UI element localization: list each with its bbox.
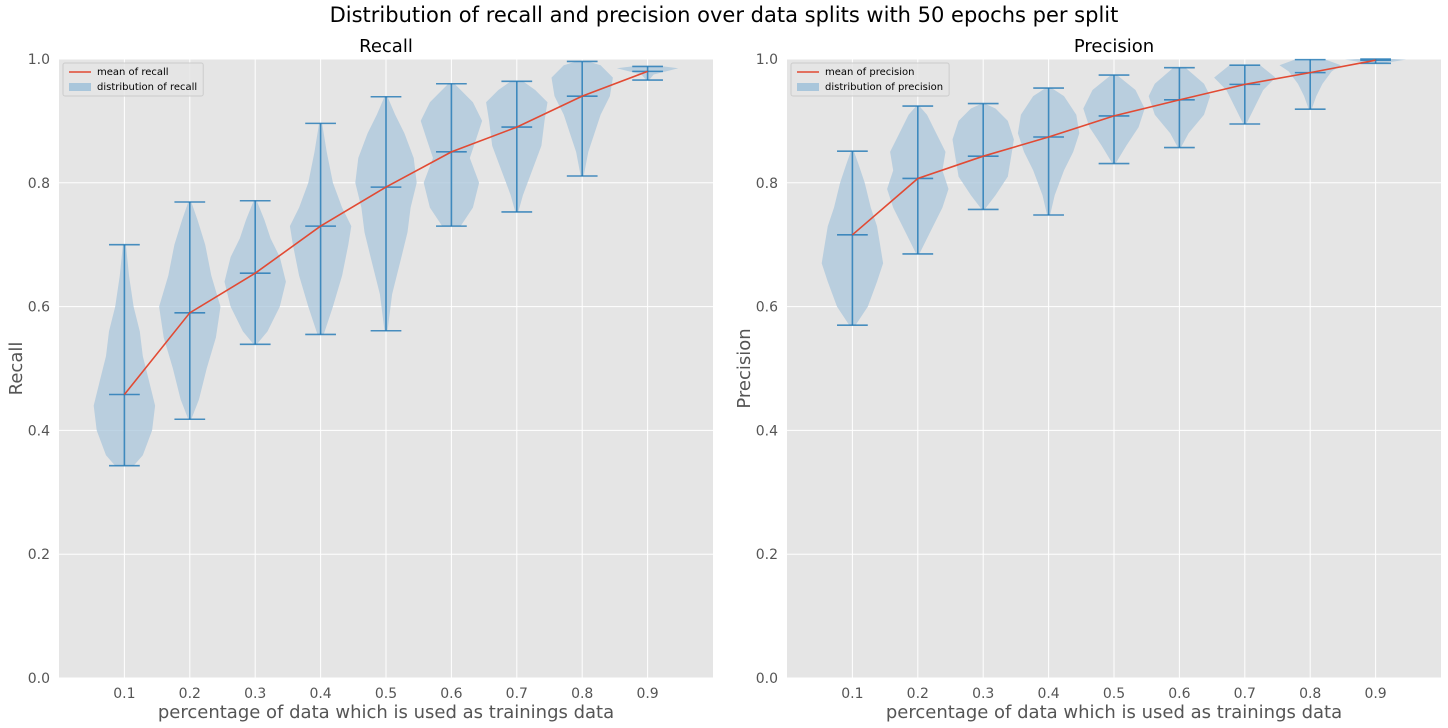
x-tick-label: 0.3: [972, 686, 994, 702]
grid: [59, 58, 713, 679]
mean-line-layer: [123, 70, 648, 395]
x-tick-label: 0.5: [375, 686, 397, 702]
mean-line: [851, 59, 1376, 236]
panel-title: Recall: [359, 36, 413, 57]
legend: mean of precision distribution of precis…: [790, 62, 950, 97]
x-tick-label: 0.5: [1103, 686, 1125, 702]
x-tick-label: 0.2: [179, 686, 201, 702]
precision-panel: 0.0 0.2 0.4 0.6 0.8 1.0 0.1 0.2 0.3 0.4 0.5 0.6 0.7 0…: [734, 36, 1441, 723]
panel-title: Precision: [1074, 36, 1154, 57]
x-tick-label: 0.9: [1364, 686, 1386, 702]
y-tick-label: 0.6: [756, 300, 778, 316]
x-tick-label: 0.6: [1168, 686, 1190, 702]
y-tick-label: 0.8: [28, 176, 50, 192]
legend-mean-label: mean of precision: [825, 67, 914, 78]
legend-mean-label: mean of recall: [97, 67, 169, 78]
mean-line: [123, 70, 648, 395]
y-tick-label: 1.0: [28, 52, 50, 68]
y-tick-label: 0.2: [28, 547, 50, 563]
recall-panel: 0.0 0.2 0.4 0.6 0.8 1.0 0.1 0.2 0.3 0.4 0.5 0.6 0.7 0…: [6, 36, 713, 723]
x-tick-label: 0.6: [440, 686, 462, 702]
legend-box: [62, 62, 204, 97]
y-axis-label: Recall: [6, 342, 27, 396]
y-tick-label: 0.6: [28, 300, 50, 316]
y-tick-label: 0.4: [28, 423, 50, 439]
legend-box: [790, 62, 950, 97]
x-tick-label: 0.8: [1299, 686, 1321, 702]
legend-distribution-swatch: [69, 83, 91, 91]
legend-distribution-swatch: [797, 83, 819, 91]
x-tick-label: 0.1: [113, 686, 135, 702]
y-tick-label: 0.2: [756, 547, 778, 563]
x-axis-label: percentage of data which is used as trai…: [886, 702, 1342, 723]
x-tick-label: 0.4: [309, 686, 331, 702]
tick-labels: 0.0 0.2 0.4 0.6 0.8 1.0 0.1 0.2 0.3 0.4 0.5 0.6 0.7 0…: [756, 52, 1387, 702]
x-tick-label: 0.1: [841, 686, 863, 702]
x-axis-label: percentage of data which is used as trai…: [158, 702, 614, 723]
x-tick-label: 0.2: [907, 686, 929, 702]
y-tick-label: 0.0: [756, 671, 778, 687]
tick-labels: 0.0 0.2 0.4 0.6 0.8 1.0 0.1 0.2 0.3 0.4 0.5 0.6 0.7 0…: [28, 52, 659, 702]
y-tick-label: 0.0: [28, 671, 50, 687]
legend-distribution-label: distribution of recall: [97, 82, 197, 93]
y-axis-label: Precision: [734, 328, 755, 408]
legend: mean of recall distribution of recall: [62, 62, 204, 97]
x-tick-label: 0.7: [1234, 686, 1256, 702]
y-tick-label: 0.4: [756, 423, 778, 439]
y-tick-label: 0.8: [756, 176, 778, 192]
x-tick-label: 0.9: [636, 686, 658, 702]
mean-line-layer: [851, 59, 1376, 236]
figure-title: Distribution of recall and precision ove…: [330, 3, 1119, 27]
x-tick-label: 0.4: [1037, 686, 1059, 702]
x-tick-label: 0.7: [506, 686, 528, 702]
x-tick-label: 0.3: [244, 686, 266, 702]
y-tick-label: 1.0: [756, 52, 778, 68]
legend-distribution-label: distribution of precision: [825, 82, 943, 93]
x-tick-label: 0.8: [571, 686, 593, 702]
